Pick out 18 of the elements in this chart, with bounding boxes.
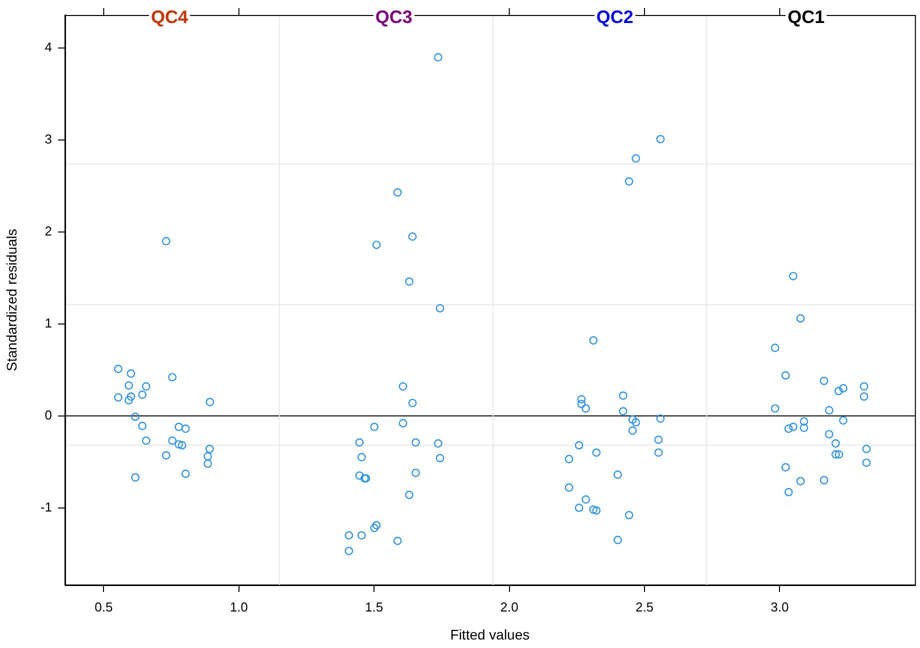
y-tick-label: 3 xyxy=(44,132,52,147)
x-tick-label: 0.5 xyxy=(94,599,113,614)
x-tick-label: 1.5 xyxy=(365,599,384,614)
x-tick-label: 3.0 xyxy=(770,599,789,614)
y-axis-title: Standardized residuals xyxy=(3,228,20,372)
annotation: QC2 xyxy=(596,6,634,27)
x-axis-title: Fitted values xyxy=(450,626,530,642)
y-tick-label: 0 xyxy=(44,407,52,422)
y-tick-label: 2 xyxy=(44,224,52,239)
y-tick-label: 4 xyxy=(44,40,52,55)
annotation: QC4 xyxy=(151,6,188,27)
annotation: QC1 xyxy=(788,6,825,27)
x-tick-label: 2.0 xyxy=(500,599,518,614)
x-tick-label: 2.5 xyxy=(635,599,654,614)
y-tick-label: 1 xyxy=(44,315,52,330)
x-tick-label: 1.0 xyxy=(230,599,248,614)
annotation: QC3 xyxy=(375,6,412,27)
y-tick-label: -1 xyxy=(40,499,52,514)
